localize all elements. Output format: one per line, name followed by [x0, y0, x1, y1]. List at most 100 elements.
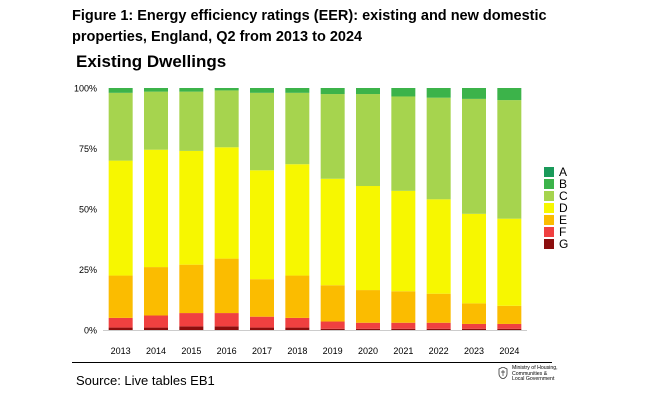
y-tick-label: 100% [74, 84, 97, 94]
bar-segment-E-2024 [497, 305, 522, 324]
bar-segment-B-2016 [214, 88, 239, 91]
bar-segment-G-2024 [497, 328, 522, 330]
bar-segment-C-2014 [144, 91, 168, 150]
bar-segment-C-2018 [285, 92, 310, 165]
bar-segment-E-2018 [285, 275, 310, 318]
x-tick-label: 2023 [464, 346, 484, 356]
legend-label-G: G [559, 237, 568, 251]
legend-swatch-A [544, 167, 554, 177]
bar-segment-C-2015 [179, 91, 204, 151]
bar-segment-E-2015 [179, 264, 204, 314]
bar-segment-F-2021 [391, 322, 416, 329]
legend-label-A: A [559, 165, 567, 179]
bar-segment-D-2020 [356, 186, 380, 291]
bar-segment-F-2018 [285, 317, 310, 328]
bar-segment-C-2016 [214, 90, 239, 148]
bar-segment-E-2021 [391, 291, 416, 323]
x-axis: 2013 2014 2015 2016 2017 2018 2019 2020 2021 2022… [103, 330, 527, 356]
crest-icon [498, 367, 508, 379]
bar-segment-B-2013 [108, 88, 133, 93]
legend-swatch-E [544, 215, 554, 225]
bar-segment-E-2014 [144, 267, 168, 316]
bar-segment-G-2013 [108, 327, 133, 330]
y-tick-label: 0% [84, 326, 97, 336]
bar-segment-F-2023 [462, 323, 486, 329]
bar-segment-B-2018 [285, 88, 310, 93]
x-tick-label: 2015 [181, 346, 201, 356]
bar-segment-F-2019 [320, 321, 345, 329]
bar-segment-G-2019 [320, 328, 345, 330]
figure-title: Figure 1: Energy efficiency ratings (EER… [72, 8, 547, 45]
bar-segment-F-2022 [426, 322, 451, 329]
bar-segment-F-2014 [144, 315, 168, 328]
source-note: Source: Live tables EB1 [76, 373, 215, 388]
bar-segment-D-2024 [497, 218, 522, 306]
bar-segment-G-2023 [462, 328, 486, 330]
department-name: Ministry of Housing, Communities & Local… [512, 365, 558, 383]
legend-swatch-F [544, 227, 554, 237]
x-tick-label: 2016 [217, 346, 237, 356]
bar-segment-B-2020 [356, 88, 380, 95]
bar-segment-D-2017 [250, 170, 274, 280]
chart-subtitle: Existing Dwellings [76, 52, 227, 71]
x-tick-label: 2017 [252, 346, 272, 356]
bar-segment-B-2014 [144, 88, 168, 92]
bar-segment-D-2014 [144, 149, 168, 268]
legend-swatch-C [544, 191, 554, 201]
bar-segment-D-2018 [285, 164, 310, 276]
department-logo: Ministry of Housing, Communities & Local… [498, 365, 572, 383]
bar-segment-G-2016 [214, 326, 239, 330]
y-axis: 0% 25% 50% 75% 100% [74, 84, 97, 336]
bar-segment-G-2021 [391, 328, 416, 330]
bar-segment-D-2015 [179, 150, 204, 265]
bar-segment-G-2018 [285, 327, 310, 330]
bar-segment-D-2022 [426, 199, 451, 294]
x-tick-label: 2021 [393, 346, 413, 356]
x-tick-label: 2014 [146, 346, 166, 356]
bar-segment-G-2015 [179, 326, 204, 330]
bar-segment-D-2023 [462, 213, 486, 304]
legend-label-C: C [559, 189, 568, 203]
bar-segment-D-2021 [391, 190, 416, 292]
bar-segment-G-2022 [426, 328, 451, 330]
bar-segment-C-2024 [497, 100, 522, 219]
bar-segment-G-2020 [356, 328, 380, 330]
x-tick-label: 2019 [323, 346, 343, 356]
legend-label-F: F [559, 225, 566, 239]
bar-segment-C-2017 [250, 92, 274, 171]
x-tick-label: 2022 [429, 346, 449, 356]
bar-segment-C-2020 [356, 94, 380, 187]
bar-segment-E-2020 [356, 290, 380, 323]
legend-label-B: B [559, 177, 567, 191]
y-tick-label: 25% [79, 265, 97, 275]
x-tick-label: 2024 [499, 346, 519, 356]
bar-segment-B-2021 [391, 88, 416, 97]
bar-segment-C-2021 [391, 96, 416, 191]
x-tick-label: 2013 [111, 346, 131, 356]
legend-label-E: E [559, 213, 567, 227]
bar-segment-B-2017 [250, 88, 274, 93]
x-tick-label: 2018 [287, 346, 307, 356]
bars-group [108, 88, 522, 330]
bar-segment-B-2019 [320, 88, 345, 95]
bar-segment-D-2013 [108, 160, 133, 276]
legend-swatch-G [544, 239, 554, 249]
bar-segment-F-2013 [108, 317, 133, 328]
bar-segment-E-2023 [462, 303, 486, 324]
bar-segment-C-2019 [320, 94, 345, 179]
y-tick-label: 75% [79, 144, 97, 154]
x-tick-label: 2020 [358, 346, 378, 356]
bar-segment-G-2017 [250, 327, 274, 330]
bar-segment-G-2014 [144, 327, 168, 330]
bar-segment-C-2013 [108, 92, 133, 161]
legend-swatch-B [544, 179, 554, 189]
legend-swatch-D [544, 203, 554, 213]
bar-segment-E-2013 [108, 275, 133, 318]
bar-segment-E-2022 [426, 293, 451, 323]
bar-segment-C-2022 [426, 97, 451, 200]
bar-segment-E-2017 [250, 279, 274, 317]
bar-segment-B-2022 [426, 88, 451, 98]
bar-segment-E-2019 [320, 285, 345, 322]
bar-segment-B-2023 [462, 88, 486, 99]
